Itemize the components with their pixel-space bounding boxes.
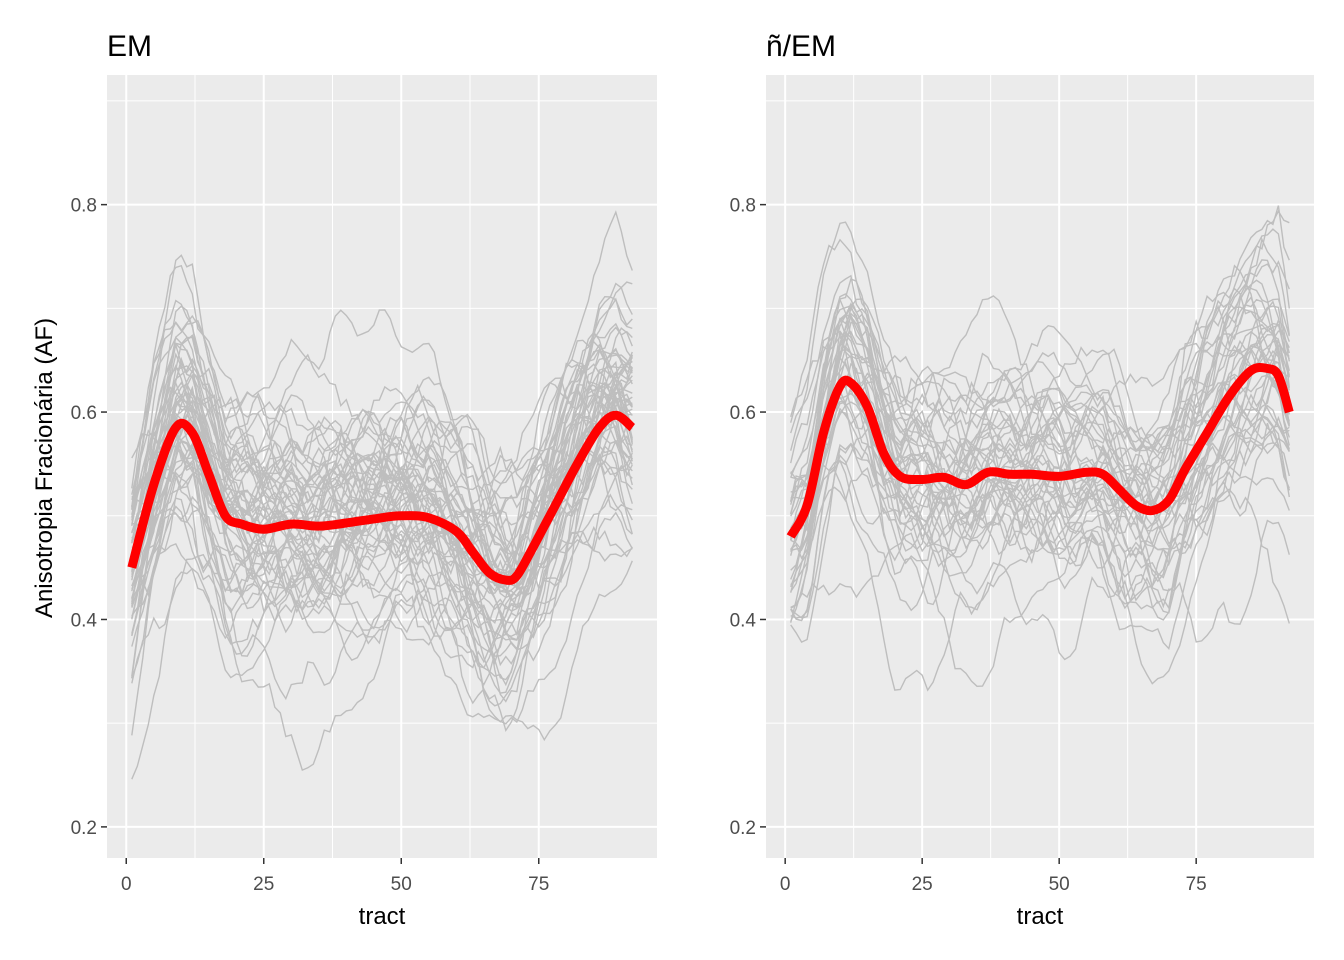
y-tick-label: 0.2 (71, 818, 97, 839)
individual-curve (790, 404, 1290, 586)
panel-title: ñ/EM (766, 30, 836, 63)
panel-em: 0 25 50 75 0.2 0.4 0.6 0.8 EM tract (71, 30, 657, 930)
individual-curve (131, 210, 633, 550)
individual-curve (131, 395, 633, 562)
individual-curves (131, 210, 633, 780)
x-tick-label: 0 (121, 874, 132, 895)
individual-curve (131, 464, 633, 736)
x-tick-label: 25 (912, 874, 933, 895)
mean-curve (786, 362, 1294, 539)
panel-non-em: 0 25 50 75 0.2 0.4 0.6 0.8 ñ/EM tract (730, 30, 1314, 930)
x-tick-label: 0 (780, 874, 791, 895)
y-tick-label: 0.6 (71, 403, 97, 424)
axes: 0 25 50 75 0.2 0.4 0.6 0.8 (730, 196, 1207, 895)
individual-curve (790, 260, 1290, 513)
y-tick-label: 0.8 (730, 196, 756, 217)
individual-curve (131, 444, 633, 669)
individual-curve (790, 278, 1290, 552)
individual-curve (790, 342, 1290, 610)
x-axis-label: tract (359, 903, 406, 930)
individual-curve (131, 319, 633, 518)
individual-curve (790, 401, 1290, 623)
individual-curve (131, 381, 633, 665)
y-axis-label: Anisotropia Fracionária (AF) (31, 318, 58, 618)
panel-background (766, 75, 1314, 858)
individual-curve (790, 393, 1290, 651)
individual-curve (790, 320, 1290, 552)
individual-curve (790, 348, 1290, 592)
individual-curve (131, 493, 633, 780)
axes: 0 25 50 75 0.2 0.4 0.6 0.8 (71, 196, 550, 895)
individual-curve (790, 298, 1290, 515)
y-tick-label: 0.6 (730, 403, 756, 424)
x-tick-label: 75 (528, 874, 549, 895)
x-axis-label: tract (1017, 903, 1064, 930)
x-tick-label: 25 (253, 874, 274, 895)
y-tick-label: 0.4 (730, 610, 757, 631)
x-tick-label: 75 (1186, 874, 1207, 895)
individual-curve (790, 297, 1290, 514)
individual-curve (131, 356, 633, 608)
individual-curve (131, 295, 633, 531)
individual-curve (790, 319, 1290, 523)
individual-curve (790, 237, 1290, 473)
individual-curve (131, 360, 633, 634)
individual-curve (790, 469, 1290, 692)
panel-title: EM (107, 30, 152, 63)
x-tick-label: 50 (1049, 874, 1070, 895)
individual-curve (790, 488, 1290, 688)
y-tick-label: 0.8 (71, 196, 97, 217)
x-tick-label: 50 (391, 874, 412, 895)
mean-curve (127, 410, 636, 585)
y-tick-label: 0.2 (730, 818, 756, 839)
individual-curve (790, 302, 1290, 475)
individual-curve (131, 384, 633, 681)
individual-curve (790, 416, 1290, 644)
y-tick-label: 0.4 (71, 610, 98, 631)
individual-curve (131, 356, 633, 651)
individual-curve (790, 333, 1290, 548)
